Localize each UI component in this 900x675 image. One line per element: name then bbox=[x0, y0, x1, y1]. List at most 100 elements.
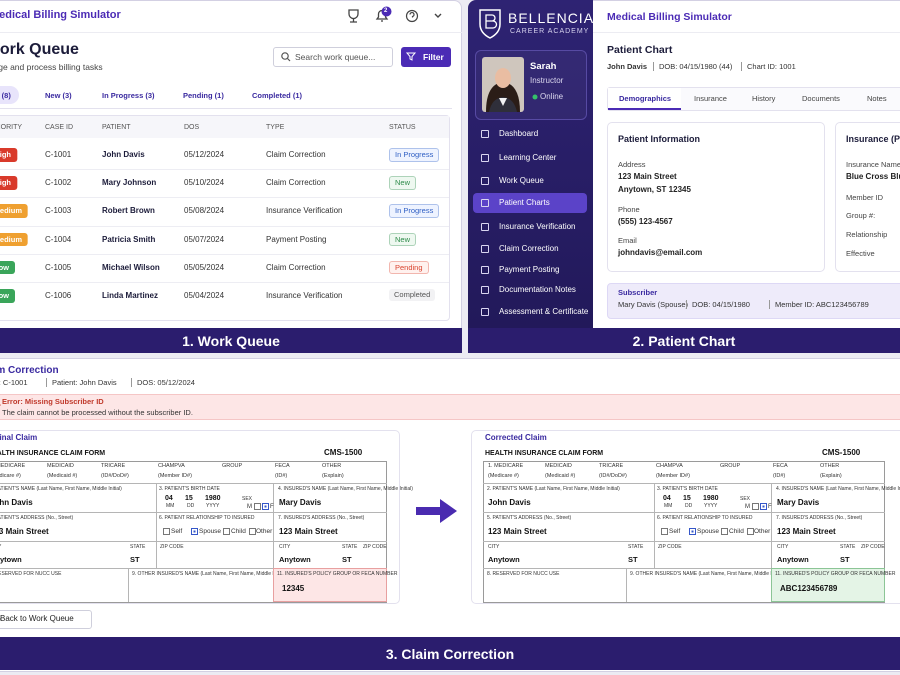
field-label: STATE bbox=[130, 544, 146, 550]
policy-field bbox=[273, 568, 387, 602]
cell: Payment Posting bbox=[266, 234, 327, 244]
separator bbox=[769, 300, 770, 309]
nav-item[interactable]: Documentation Notes bbox=[499, 285, 576, 294]
field-label: 7. INSURED'S ADDRESS (No., Street) bbox=[278, 515, 365, 521]
form-code: CMS-1500 bbox=[822, 448, 861, 457]
form-rule bbox=[654, 483, 655, 568]
coverage-label: 1. MEDICARE bbox=[0, 463, 26, 469]
cell: Insurance Verification bbox=[266, 291, 343, 300]
subscriber-member-id: Member ID: ABC123456789 bbox=[775, 300, 869, 309]
field-label: ZIP CODE bbox=[658, 544, 682, 550]
claim-card bbox=[0, 430, 400, 604]
search-box[interactable] bbox=[273, 47, 393, 67]
coverage-label: MEDICAID bbox=[47, 463, 74, 469]
cell: C-1005 bbox=[45, 262, 72, 272]
filter-label[interactable]: Filter bbox=[423, 52, 444, 62]
back-button-label[interactable]: Back to Work Queue bbox=[0, 614, 74, 623]
status-badge: Pending bbox=[389, 260, 429, 275]
field-label: 3. PATIENT'S BIRTH DATE bbox=[159, 486, 220, 492]
cell: 05/12/2024 bbox=[184, 150, 225, 159]
table-header bbox=[0, 116, 449, 138]
tab[interactable]: Pending (1) bbox=[183, 91, 224, 100]
form-rule bbox=[483, 512, 885, 513]
tab[interactable]: Documents bbox=[802, 94, 840, 103]
field-value: 1980 bbox=[205, 495, 221, 502]
tab[interactable]: Notes bbox=[867, 94, 887, 103]
caption-band bbox=[0, 637, 900, 670]
tab[interactable]: New (3) bbox=[45, 91, 72, 100]
field-label: ZIP CODE bbox=[363, 544, 387, 550]
back-button[interactable] bbox=[0, 610, 92, 629]
page-subtitle: Manage and process billing tasks bbox=[0, 62, 103, 72]
field-label: MM bbox=[664, 503, 673, 509]
field-value: Anytown bbox=[777, 555, 809, 564]
nav-item[interactable]: Dashboard bbox=[499, 129, 539, 138]
field-label: 5. PATIENT'S ADDRESS (No., Street) bbox=[0, 515, 74, 521]
checkbox bbox=[661, 528, 668, 535]
caption: 3. Claim Correction bbox=[385, 646, 515, 662]
field-label: 9. OTHER INSURED'S NAME (Last Name, Firs… bbox=[630, 571, 784, 577]
nav-item[interactable]: Insurance Verification bbox=[499, 222, 576, 231]
field-value: John Davis bbox=[488, 498, 531, 507]
field-value: 15 bbox=[185, 495, 193, 502]
field-label: CITY bbox=[777, 544, 789, 550]
coverage-label: FECA bbox=[275, 463, 290, 469]
priority-badge: Low bbox=[0, 260, 15, 275]
error-title: Error: Missing Subscriber ID bbox=[2, 397, 104, 406]
checkbox bbox=[191, 528, 198, 535]
form-rule bbox=[483, 483, 885, 484]
tab[interactable]: All (8) bbox=[0, 91, 11, 100]
tab-active-bg bbox=[608, 88, 681, 110]
cell: Robert Brown bbox=[102, 206, 155, 216]
field-label: Email bbox=[618, 236, 637, 245]
filter-button[interactable] bbox=[401, 47, 451, 67]
relationship-option: Self bbox=[171, 528, 183, 535]
field-value: 04 bbox=[663, 495, 671, 502]
nav-item[interactable]: Learning Center bbox=[499, 153, 557, 162]
nav-item[interactable]: Payment Posting bbox=[499, 265, 560, 274]
priority-badge: Low bbox=[0, 289, 15, 303]
coverage-sub: (Explain) bbox=[322, 473, 344, 479]
field-label: SEX bbox=[740, 496, 751, 502]
coverage-sub: (Medicaid #) bbox=[545, 473, 576, 479]
field-label: 2. PATIENT'S NAME (Last Name, First Name… bbox=[0, 486, 122, 492]
claim-id: Claim ID: C-1001 bbox=[0, 378, 28, 387]
tab[interactable]: Demographics bbox=[619, 94, 672, 103]
tab[interactable]: Completed (1) bbox=[252, 91, 303, 100]
field-value: (555) 123-4567 bbox=[618, 217, 673, 226]
status-badge: New bbox=[389, 176, 417, 190]
form-title: HEALTH INSURANCE CLAIM FORM bbox=[0, 450, 106, 457]
nav-item[interactable]: Work Queue bbox=[499, 176, 544, 185]
nav-item[interactable]: Claim Correction bbox=[499, 244, 559, 253]
cell: Claim Correction bbox=[266, 262, 326, 272]
field-value: 123 Main Street bbox=[488, 527, 547, 536]
tab[interactable]: Insurance bbox=[694, 94, 727, 103]
error-box bbox=[0, 394, 900, 420]
subscriber-box bbox=[607, 283, 900, 319]
coverage-label: MEDICAID bbox=[545, 463, 572, 469]
error-message: The claim cannot be processed without th… bbox=[2, 408, 193, 417]
coverage-sub: (ID#/DoD#) bbox=[101, 473, 129, 479]
user-name: Sarah bbox=[530, 61, 557, 72]
policy-number: 12345 bbox=[282, 584, 305, 593]
nav-item[interactable]: Assessment & Certificate bbox=[499, 307, 589, 316]
nav-icon bbox=[481, 177, 489, 185]
field-value: 15 bbox=[683, 495, 691, 502]
coverage-sub: (Explain) bbox=[820, 473, 842, 479]
claim-dos: DOS: 05/12/2024 bbox=[137, 378, 195, 387]
divider bbox=[593, 32, 900, 33]
field-label: 11. INSURED'S POLICY GROUP OR FECA NUMBE… bbox=[775, 571, 896, 577]
field-label: 4. INSURED'S NAME (Last Name, First Name… bbox=[776, 486, 900, 492]
coverage-label: CHAMPVA bbox=[656, 463, 683, 469]
sex-option: F bbox=[768, 504, 772, 510]
tab[interactable]: History bbox=[752, 94, 776, 103]
nav-icon bbox=[481, 223, 489, 231]
tab[interactable]: In Progress (3) bbox=[102, 91, 155, 100]
coverage-label: CHAMPVA bbox=[158, 463, 185, 469]
divider bbox=[0, 282, 449, 283]
search-placeholder[interactable]: Search work queue... bbox=[295, 52, 376, 62]
cell: C-1002 bbox=[45, 178, 72, 188]
checkbox bbox=[689, 528, 696, 535]
nav-item[interactable]: Patient Charts bbox=[499, 198, 550, 207]
